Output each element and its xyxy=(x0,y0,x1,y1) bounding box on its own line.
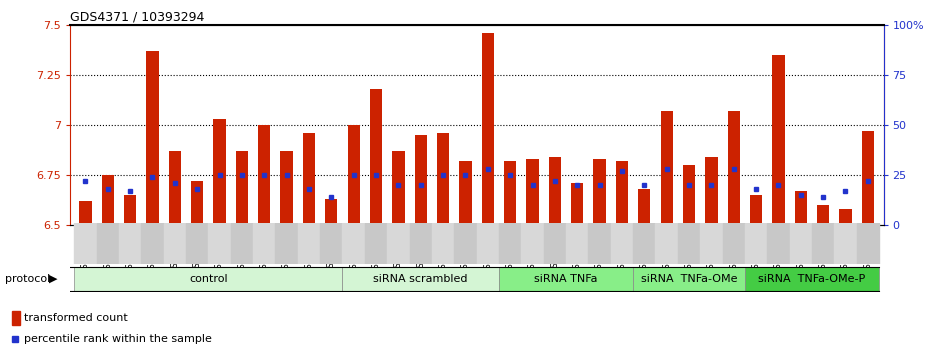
Bar xyxy=(723,223,745,264)
Bar xyxy=(504,161,516,225)
Bar xyxy=(499,267,633,291)
Bar xyxy=(656,223,678,264)
Bar xyxy=(74,267,342,291)
Text: control: control xyxy=(189,274,228,284)
Bar xyxy=(235,151,248,225)
Bar xyxy=(432,223,454,264)
Bar xyxy=(678,223,700,264)
Text: protocol: protocol xyxy=(5,274,50,284)
Bar xyxy=(370,89,382,225)
Bar xyxy=(320,223,342,264)
Bar xyxy=(79,201,91,225)
Bar xyxy=(231,223,253,264)
Bar xyxy=(611,223,633,264)
Bar xyxy=(544,223,566,264)
Bar xyxy=(168,151,181,225)
Bar xyxy=(745,267,879,291)
Bar xyxy=(454,223,476,264)
Bar xyxy=(840,209,852,225)
Bar xyxy=(97,223,119,264)
Bar xyxy=(772,55,785,225)
Bar xyxy=(275,223,298,264)
Bar xyxy=(745,223,767,264)
Bar xyxy=(392,151,405,225)
Bar xyxy=(633,267,745,291)
Bar xyxy=(437,133,449,225)
Bar xyxy=(589,223,611,264)
Bar xyxy=(459,161,472,225)
Text: siRNA scrambled: siRNA scrambled xyxy=(374,274,468,284)
Bar xyxy=(767,223,790,264)
Bar xyxy=(124,195,137,225)
Bar xyxy=(476,223,499,264)
Bar xyxy=(817,205,830,225)
Bar xyxy=(616,161,628,225)
Bar xyxy=(794,191,807,225)
Bar xyxy=(281,151,293,225)
Bar xyxy=(633,223,656,264)
Text: percentile rank within the sample: percentile rank within the sample xyxy=(24,334,212,344)
Bar xyxy=(834,223,857,264)
Bar xyxy=(593,159,605,225)
Bar xyxy=(482,33,494,225)
Bar xyxy=(213,119,226,225)
Bar xyxy=(259,125,271,225)
Bar xyxy=(571,183,583,225)
Text: siRNA  TNFa-OMe-P: siRNA TNFa-OMe-P xyxy=(758,274,866,284)
Bar xyxy=(348,125,360,225)
Bar xyxy=(208,223,231,264)
Bar xyxy=(499,223,522,264)
Text: transformed count: transformed count xyxy=(24,313,128,323)
Bar xyxy=(660,111,672,225)
Bar xyxy=(790,223,812,264)
Bar xyxy=(638,189,650,225)
Bar xyxy=(298,223,320,264)
Bar xyxy=(415,135,427,225)
Bar xyxy=(164,223,186,264)
Bar xyxy=(387,223,409,264)
Bar xyxy=(119,223,141,264)
Bar xyxy=(409,223,432,264)
Bar xyxy=(303,133,315,225)
Bar xyxy=(326,199,338,225)
Bar xyxy=(191,181,204,225)
Text: siRNA  TNFa-OMe: siRNA TNFa-OMe xyxy=(641,274,737,284)
Bar xyxy=(253,223,275,264)
Bar xyxy=(141,223,164,264)
Bar xyxy=(365,223,387,264)
Bar xyxy=(700,223,723,264)
Bar xyxy=(705,157,718,225)
Bar xyxy=(526,159,538,225)
Bar xyxy=(146,51,159,225)
Bar xyxy=(101,175,113,225)
Bar xyxy=(342,223,365,264)
Text: GDS4371 / 10393294: GDS4371 / 10393294 xyxy=(70,11,204,24)
Text: ▶: ▶ xyxy=(49,274,58,284)
Bar xyxy=(862,131,874,225)
Bar xyxy=(186,223,208,264)
Bar xyxy=(566,223,589,264)
Bar xyxy=(74,223,97,264)
Text: siRNA TNFa: siRNA TNFa xyxy=(535,274,598,284)
Bar xyxy=(11,312,20,325)
Bar xyxy=(857,223,879,264)
Bar xyxy=(342,267,499,291)
Bar xyxy=(812,223,834,264)
Bar xyxy=(750,195,763,225)
Bar xyxy=(549,157,561,225)
Bar xyxy=(683,165,695,225)
Bar xyxy=(727,111,740,225)
Bar xyxy=(522,223,544,264)
